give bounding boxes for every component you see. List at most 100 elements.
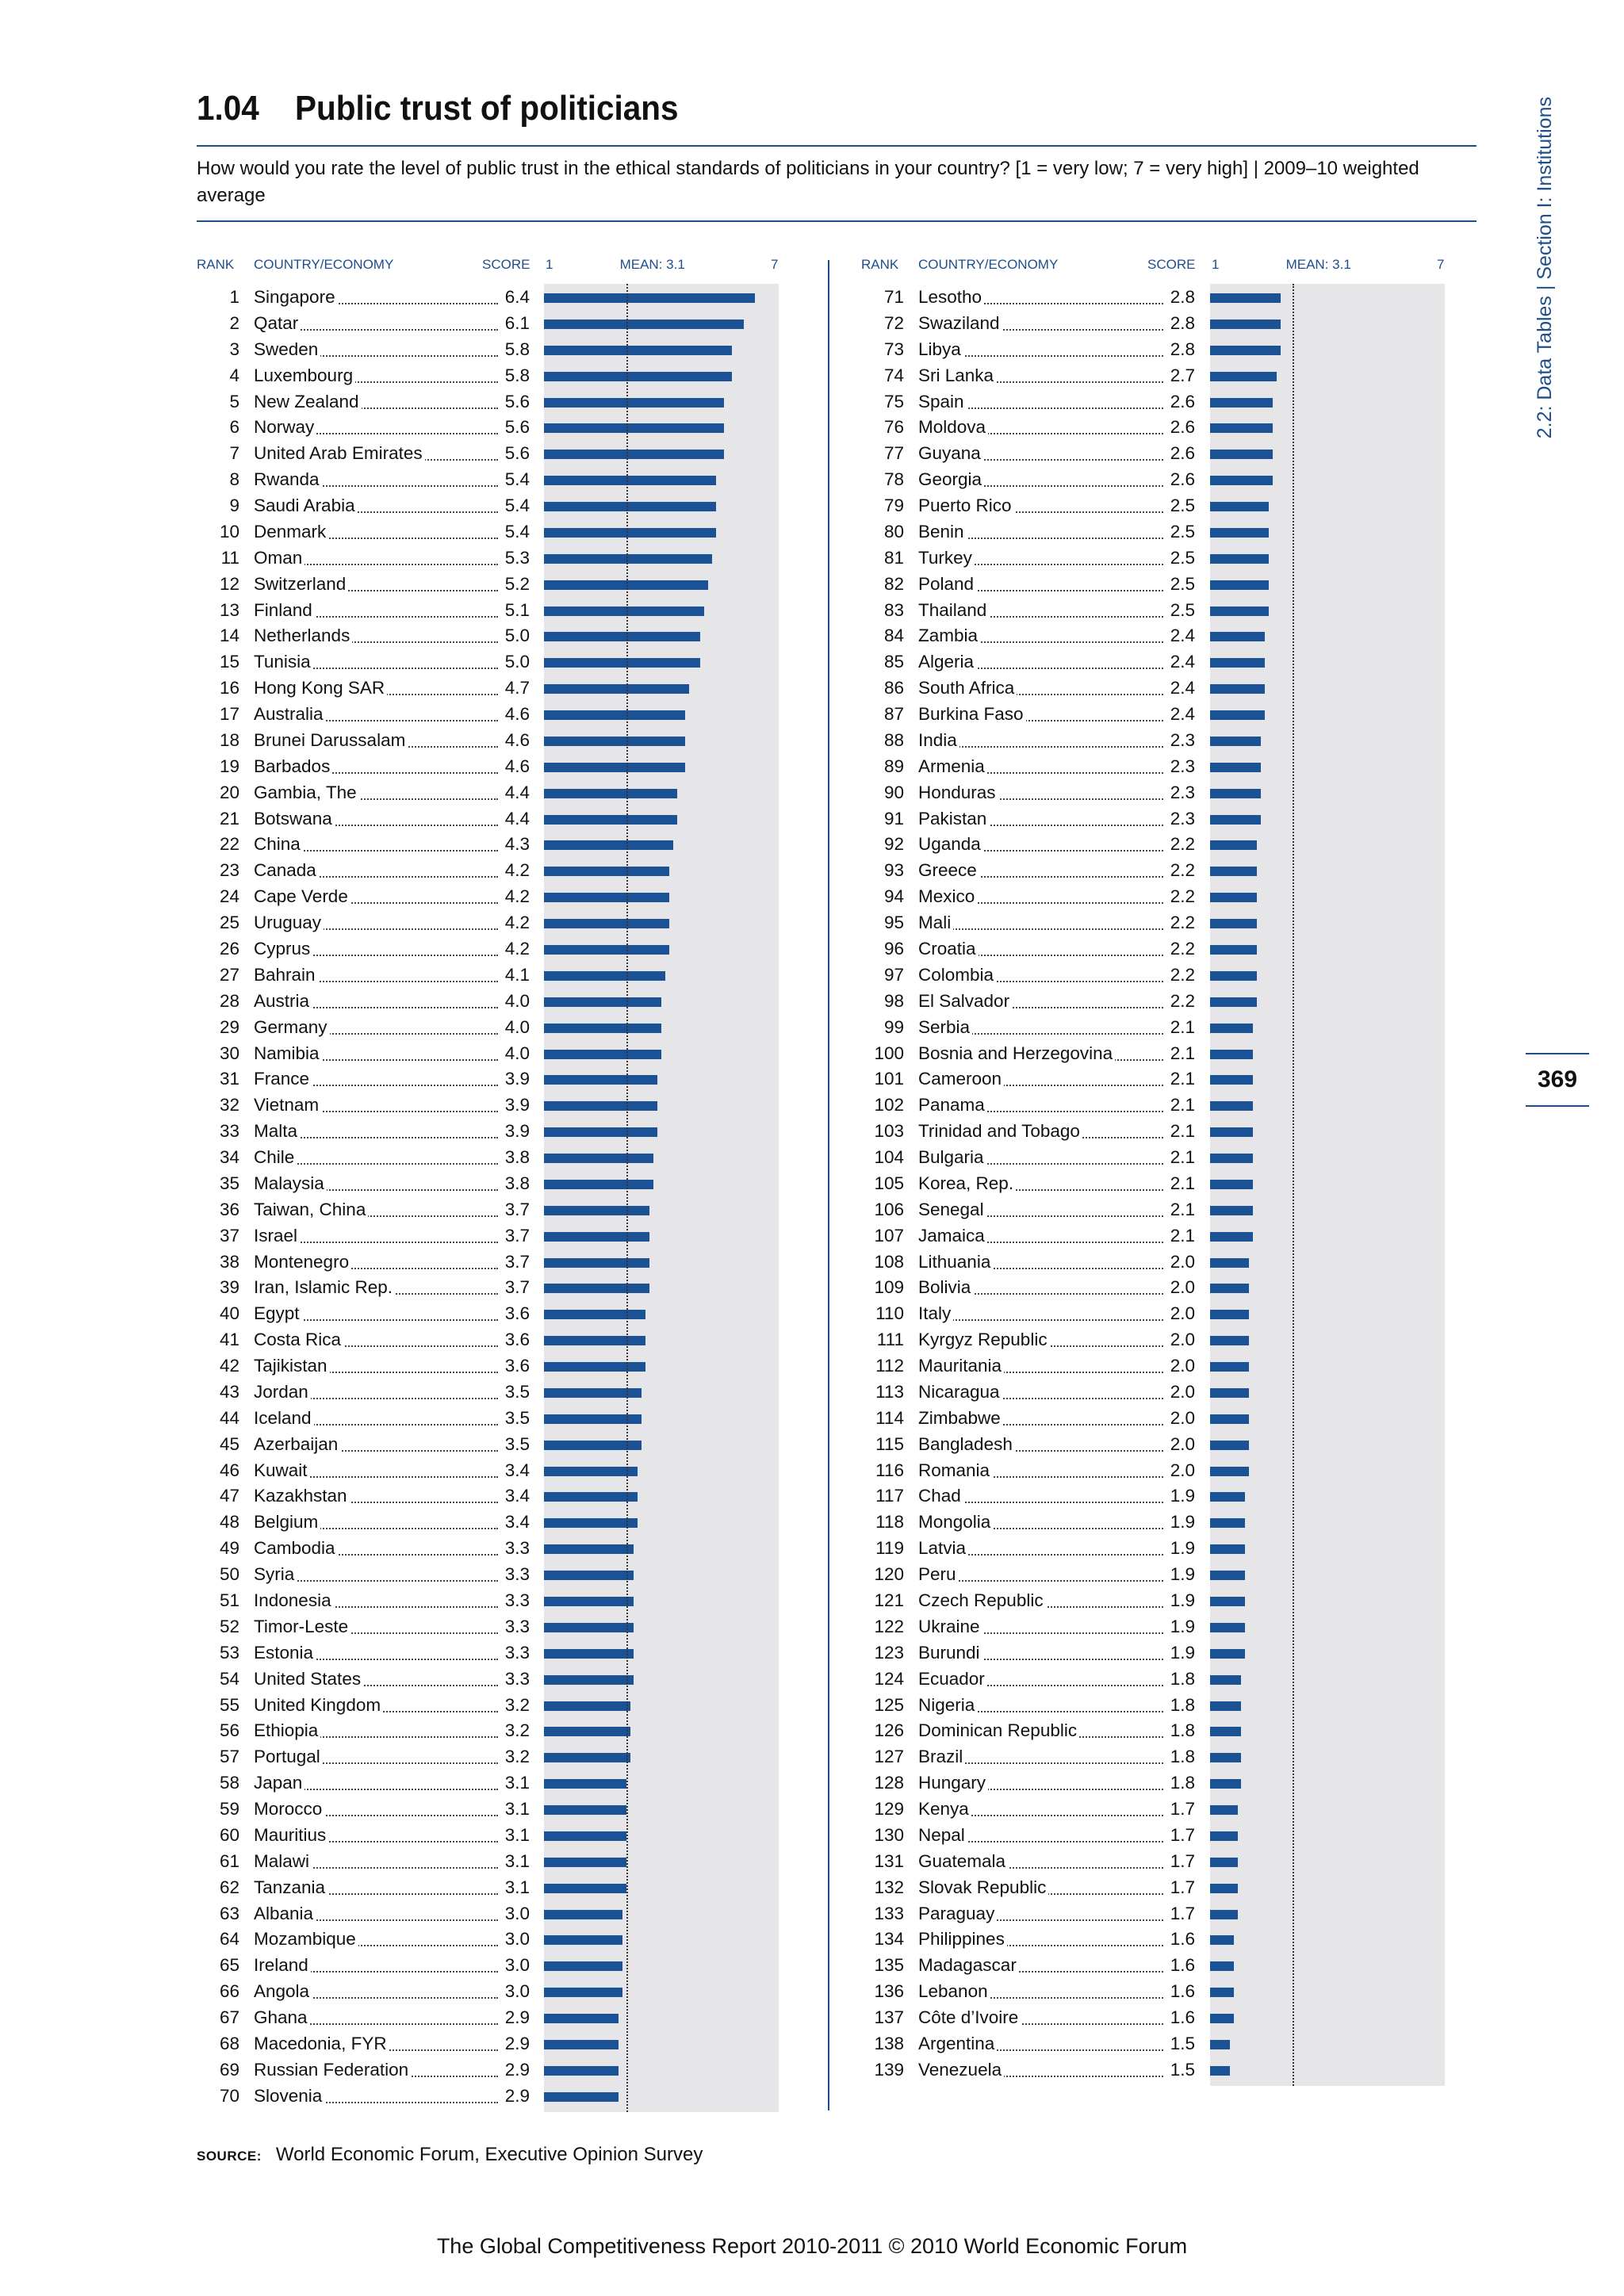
- row-country-cell: Thailand: [918, 599, 1163, 621]
- row-rank: 89: [883, 756, 904, 776]
- row-score: 2.3: [1170, 729, 1195, 750]
- row-country-cell: Botswana: [254, 808, 498, 829]
- row-rank: 10: [219, 521, 239, 541]
- row-rank: 58: [219, 1773, 239, 1793]
- score-bar: [1210, 450, 1273, 460]
- table-row: 73 Libya 2.8: [0, 336, 1624, 362]
- leader-dots: [254, 1085, 498, 1087]
- row-score: 2.2: [1170, 860, 1195, 881]
- row-country-cell: Armenia: [918, 756, 1163, 777]
- leader-dots: [254, 1319, 498, 1322]
- score-bar: [1210, 788, 1262, 798]
- score-bar: [1210, 658, 1266, 668]
- score-bar: [544, 814, 677, 825]
- row-rank: 27: [219, 964, 239, 985]
- table-row: 136 Lebanon 1.6: [0, 1978, 1624, 2004]
- row-rank: 125: [874, 1694, 904, 1715]
- row-country: Russian Federation: [254, 2059, 412, 2080]
- row-rank: 44: [219, 1407, 239, 1428]
- table-row: 43 Jordan 3.5: [0, 1379, 1624, 1405]
- row-score: 3.9: [504, 1095, 530, 1115]
- row-score: 3.9: [504, 1121, 530, 1142]
- row-rank: 21: [219, 808, 239, 828]
- row-country: Jamaica: [918, 1225, 987, 1246]
- row-rank: 20: [219, 782, 239, 802]
- header-score: SCORE: [1147, 257, 1196, 272]
- table-row: 132 Slovak Republic 1.7: [0, 1874, 1624, 1900]
- row-score: 3.7: [504, 1225, 530, 1246]
- row-country-cell: Serbia: [918, 1016, 1163, 1038]
- table-row: 46 Kuwait 3.4: [0, 1457, 1624, 1483]
- leader-dots: [918, 1502, 1163, 1504]
- leader-dots: [918, 694, 1163, 696]
- row-rank: 102: [874, 1095, 904, 1115]
- row-country: Iran, Islamic Rep.: [254, 1277, 396, 1298]
- score-bar: [1210, 397, 1273, 408]
- row-country-cell: Austria: [254, 990, 498, 1012]
- row-score: 5.0: [504, 652, 530, 672]
- row-country-cell: Brunei Darussalam: [254, 729, 498, 751]
- row-country: Canada: [254, 860, 319, 881]
- table-row: 82 Poland 2.5: [0, 571, 1624, 597]
- table-row: 99 Serbia 2.1: [0, 1014, 1624, 1040]
- table-row: 118 Mongolia 1.9: [0, 1509, 1624, 1535]
- row-country: Morocco: [254, 1799, 325, 1820]
- score-bar: [544, 788, 677, 798]
- row-country: Iceland: [254, 1407, 314, 1428]
- row-score: 5.8: [504, 365, 530, 385]
- row-country: Sweden: [254, 339, 321, 359]
- row-score: 1.7: [1170, 1824, 1195, 1845]
- leader-dots: [254, 1892, 498, 1895]
- score-bar: [544, 2091, 619, 2102]
- table-row: 89 Armenia 2.3: [0, 753, 1624, 779]
- row-score: 2.4: [1170, 704, 1195, 725]
- row-country-cell: Montenegro: [254, 1251, 498, 1272]
- table-row: 80 Benin 2.5: [0, 519, 1624, 545]
- row-country-cell: Uruguay: [254, 913, 498, 933]
- row-rank: 130: [874, 1824, 904, 1845]
- score-bar: [544, 893, 669, 903]
- row-country: Portugal: [254, 1747, 323, 1767]
- score-bar: [1210, 2014, 1234, 2024]
- row-score: 2.5: [1170, 599, 1195, 620]
- leader-dots: [918, 2023, 1163, 2026]
- row-country-cell: Italy: [918, 1303, 1163, 1324]
- row-rank: 35: [219, 1173, 239, 1193]
- row-country-cell: Jamaica: [918, 1225, 1163, 1246]
- score-bar: [1210, 1205, 1254, 1215]
- row-country: Panama: [918, 1095, 987, 1115]
- row-country: India: [918, 729, 959, 750]
- row-score: 5.1: [504, 599, 530, 620]
- table-row: 95 Mali 2.2: [0, 909, 1624, 936]
- row-score: 5.8: [504, 339, 530, 359]
- row-country-cell: Zambia: [918, 626, 1163, 646]
- score-bar: [544, 450, 724, 460]
- score-bar: [1210, 1674, 1242, 1685]
- table-row: 14 Netherlands 5.0: [0, 622, 1624, 649]
- row-country: Switzerland: [254, 573, 349, 594]
- table-row: 54 United States 3.3: [0, 1666, 1624, 1692]
- row-rank: 110: [875, 1303, 904, 1324]
- row-country: Norway: [254, 417, 317, 438]
- score-bar: [544, 1023, 661, 1033]
- table-row: 88 India 2.3: [0, 727, 1624, 753]
- row-country-cell: Philippines: [918, 1929, 1163, 1950]
- row-score: 2.6: [1170, 391, 1195, 411]
- score-bar: [544, 1492, 638, 1502]
- row-country: Brunei Darussalam: [254, 729, 408, 750]
- row-rank: 118: [875, 1512, 904, 1533]
- score-bar: [1210, 1805, 1238, 1816]
- leader-dots: [254, 1528, 498, 1530]
- row-country-cell: Kenya: [918, 1799, 1163, 1820]
- table-row: 11 Oman 5.3: [0, 545, 1624, 571]
- row-score: 3.7: [504, 1199, 530, 1219]
- score-bar: [1210, 1648, 1246, 1659]
- table-row: 23 Canada 4.2: [0, 857, 1624, 883]
- row-country: Japan: [254, 1773, 305, 1793]
- row-rank: 48: [219, 1512, 239, 1533]
- score-bar: [1210, 1127, 1254, 1138]
- leader-dots: [918, 1789, 1163, 1791]
- score-bar: [544, 1387, 642, 1398]
- row-country: Denmark: [254, 521, 329, 541]
- row-score: 2.9: [504, 2085, 530, 2106]
